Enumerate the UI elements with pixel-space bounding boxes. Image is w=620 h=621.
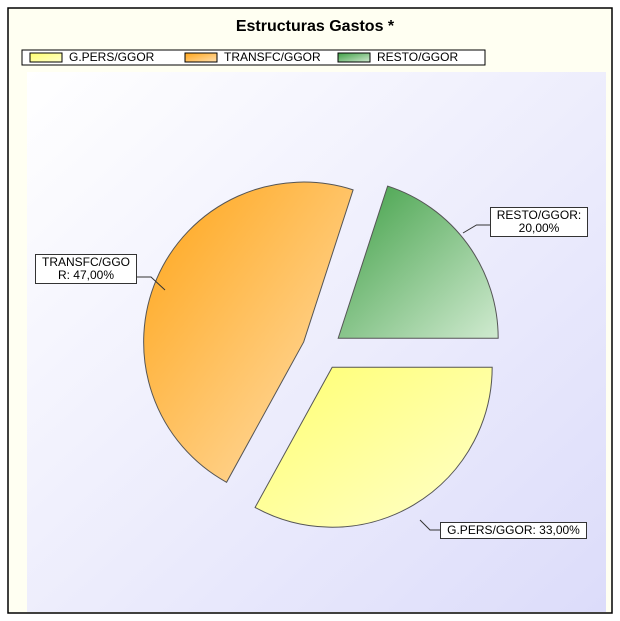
leader-line <box>419 519 440 531</box>
pie-slice <box>254 366 493 528</box>
legend-label: RESTO/GGOR <box>377 50 458 64</box>
legend-label: TRANSFC/GGOR <box>224 50 321 64</box>
pie-slice <box>337 185 499 339</box>
data-label: G.PERS/GGOR: 33,00% <box>440 522 587 539</box>
legend-swatch <box>337 52 371 63</box>
legend-swatch <box>184 52 218 63</box>
data-label: RESTO/GGOR: 20,00% <box>490 207 588 237</box>
leader-line <box>462 224 490 234</box>
chart-title: Estructuras Gastos * <box>236 18 395 35</box>
leader-line <box>137 276 166 291</box>
legend-label: G.PERS/GGOR <box>69 50 155 64</box>
legend-swatch <box>29 52 63 63</box>
pie-slice <box>143 181 354 483</box>
data-label: TRANSFC/GGOR: 47,00% <box>35 254 137 284</box>
